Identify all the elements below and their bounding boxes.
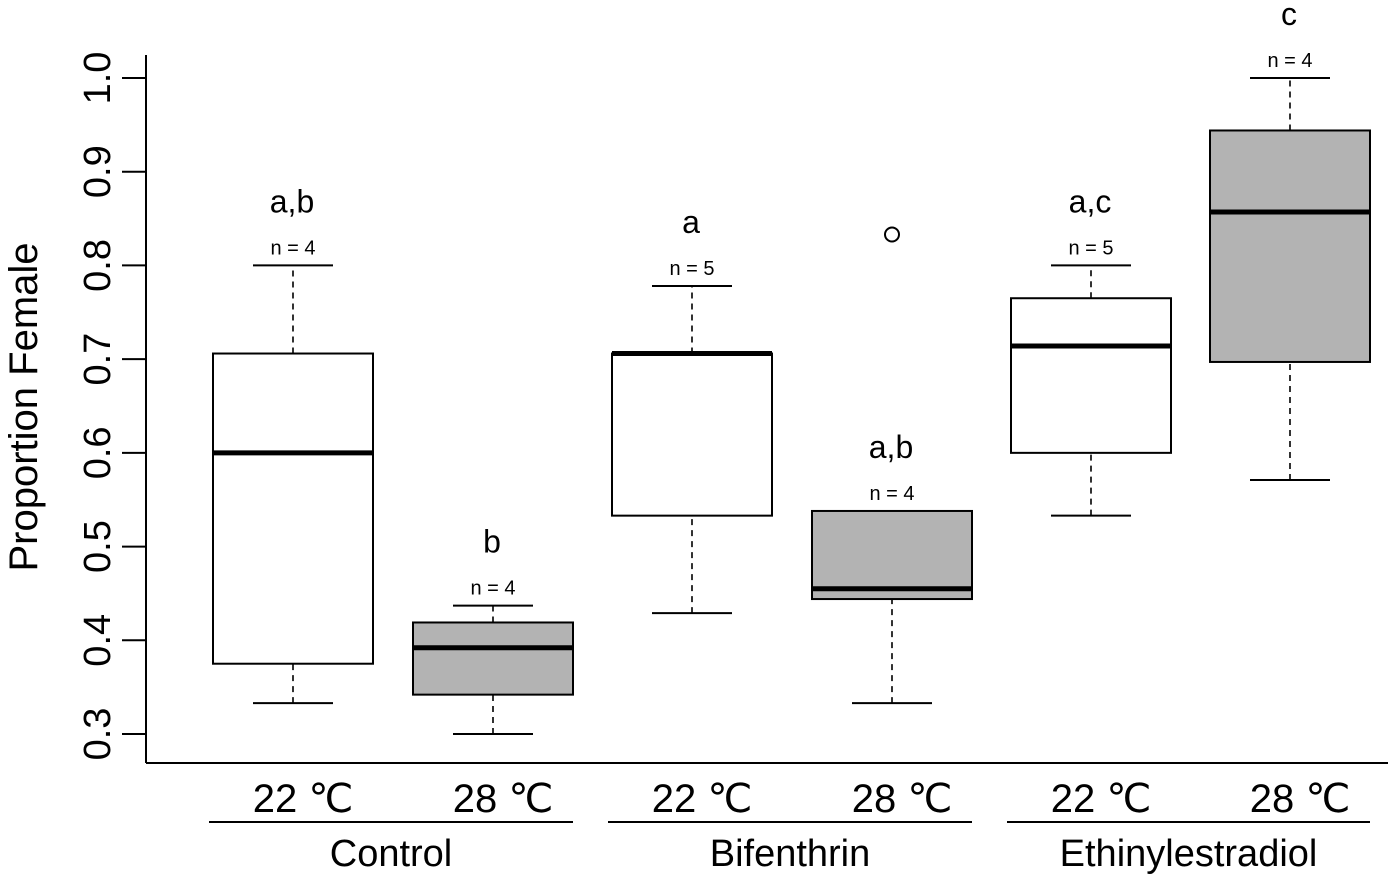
x-category-label: 22 ℃	[652, 777, 753, 821]
boxes: n = 4 a,b n = 4 b n = 5 a n = 4 a,b n = 5 a,c n = …	[212, 0, 1371, 735]
n-label: n = 4	[1267, 50, 1312, 72]
y-tick-label: 0.6	[77, 426, 119, 479]
significance-letter: c	[1281, 0, 1297, 32]
n-label: n = 4	[470, 578, 515, 600]
y-tick-label: 0.4	[77, 614, 119, 667]
x-category-label: 28 ℃	[1250, 777, 1351, 821]
box	[1010, 297, 1172, 454]
x-category-label: 28 ℃	[852, 777, 953, 821]
box	[412, 621, 574, 696]
significance-letter: a,b	[270, 183, 314, 219]
group-label: Bifenthrin	[710, 833, 871, 875]
x-category-label: 22 ℃	[253, 777, 354, 821]
y-tick-label: 0.7	[77, 333, 119, 386]
n-label: n = 4	[869, 483, 914, 505]
y-axis-label: Proportion Female	[2, 242, 46, 571]
significance-letter: a	[682, 204, 700, 240]
box	[212, 352, 374, 665]
outlier-point	[884, 226, 900, 243]
significance-letter: b	[483, 524, 501, 560]
y-tick-label: 0.3	[77, 708, 119, 761]
y-tick-label: 0.8	[77, 239, 119, 292]
y-tick-label: 0.5	[77, 520, 119, 573]
group-label: Ethinylestradiol	[1060, 833, 1318, 875]
n-label: n = 5	[669, 258, 714, 280]
n-label: n = 4	[270, 237, 315, 259]
n-label: n = 5	[1068, 237, 1113, 259]
y-tick-label: 1.0	[77, 52, 119, 105]
y-tick-label: 0.9	[77, 145, 119, 198]
significance-letter: a,c	[1069, 183, 1112, 219]
x-category-label: 22 ℃	[1051, 777, 1152, 821]
axes: 0.3 0.4 0.5 0.6 0.7 0.8 0.9 1.0	[77, 52, 1388, 764]
box	[611, 352, 773, 517]
group-label: Control	[330, 833, 453, 875]
box	[811, 509, 973, 601]
x-category-label: 28 ℃	[453, 777, 554, 821]
box	[1209, 129, 1371, 363]
significance-letter: a,b	[869, 429, 913, 465]
